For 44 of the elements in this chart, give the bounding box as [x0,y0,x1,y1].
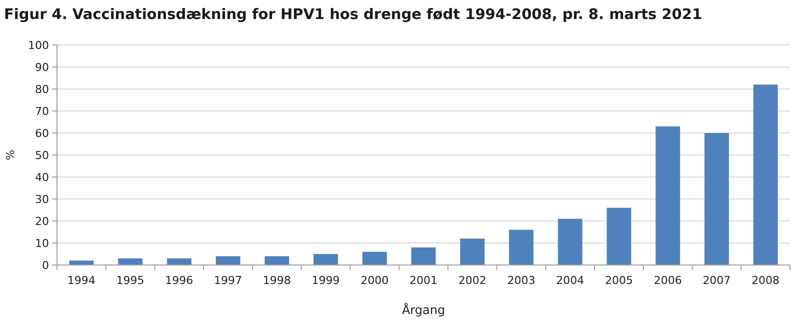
x-tick-label: 2001 [410,274,438,287]
bar [558,218,582,265]
x-tick-label: 2000 [360,274,389,287]
bar [166,258,192,265]
bar [362,252,387,265]
chart-title: Figur 4. Vaccinationsdækning for HPV1 hos drenge født 1994-2008, pr. 8. marts 2021 [4,7,702,23]
y-tick-label: 40 [35,170,49,184]
x-tick-label: 2004 [556,274,584,287]
bar [411,247,436,265]
bar [118,258,143,265]
x-tick-label: 1994 [67,274,96,287]
bar [509,230,534,265]
x-tick-label: 2005 [604,274,633,287]
y-tick-label: 10 [35,236,49,250]
x-tick-label: 1998 [262,274,291,287]
bar [704,133,729,265]
x-tick-label: 1995 [116,274,144,287]
bar [606,208,632,265]
x-tick-label: 1996 [165,274,194,287]
bar [656,126,680,265]
bar [753,84,778,265]
x-tick-label: 2006 [654,274,682,287]
y-axis-title: % [4,150,17,160]
y-tick-label: 20 [35,214,49,228]
y-tick-label: 30 [35,192,49,206]
y-tick-label: 0 [42,258,49,272]
x-tick-label: 2008 [752,274,780,287]
y-tick-label: 90 [35,60,49,74]
y-tick-label: 60 [35,126,49,140]
x-tick-label: 2002 [458,274,486,287]
x-tick-label: 2003 [507,274,536,287]
y-tick-label: 70 [35,104,49,118]
bar [460,238,485,265]
x-tick-label: 2007 [702,274,731,287]
y-tick-label: 80 [35,82,49,96]
bar [216,256,240,265]
y-tick-label: 100 [28,38,49,52]
x-axis-title: Årgang [402,302,446,317]
bar [314,254,338,265]
bar [264,256,290,265]
y-tick-label: 50 [35,148,49,162]
bar [69,260,94,265]
x-tick-label: 1999 [312,274,340,287]
x-tick-label: 1997 [214,274,242,287]
